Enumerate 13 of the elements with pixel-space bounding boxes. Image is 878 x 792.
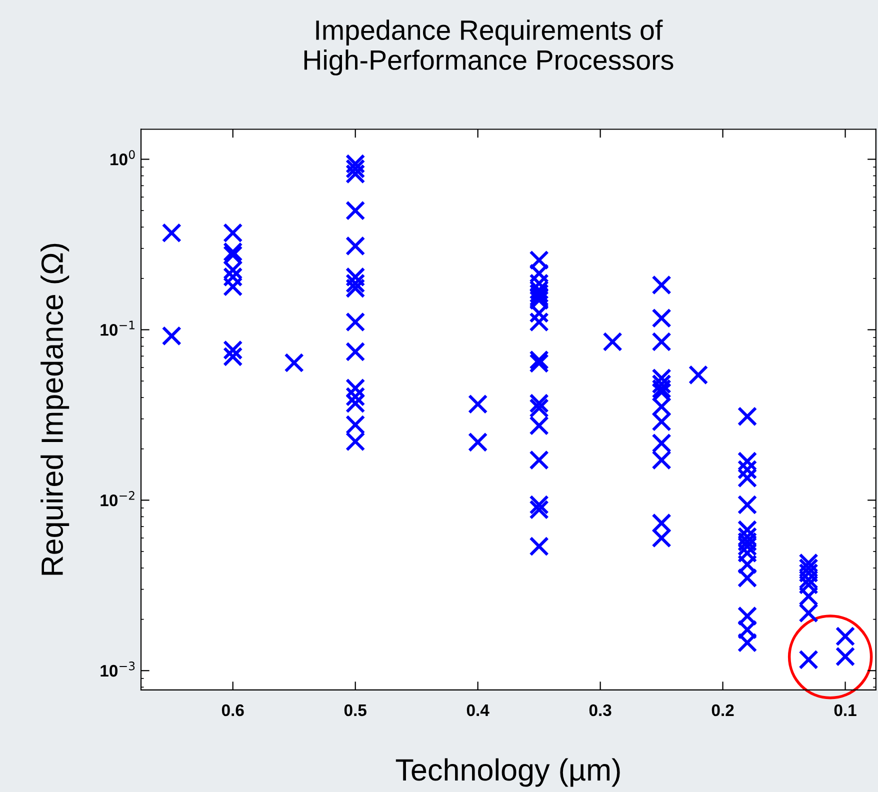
- y-tick-label: 10$^{0}$: [110, 150, 135, 166]
- y-tick-label: 10$^{−2}$: [100, 491, 134, 506]
- x-tick-label: 0.2: [712, 704, 734, 716]
- x-tick-label: 0.3: [589, 704, 612, 716]
- chart-title: Impedance Requirements of High-Performance Processors: [304, 20, 674, 76]
- x-tick-label: 0.4: [466, 704, 490, 716]
- x-tick-label: 0.6: [222, 704, 244, 716]
- x-tick-label: 0.1: [834, 704, 856, 716]
- y-tick-label: 10$^{−3}$: [100, 662, 135, 677]
- x-axis-title: Technology (µm): [396, 758, 620, 787]
- y-tick-label: 10$^{−1}$: [100, 320, 134, 336]
- x-tick-label: 0.5: [344, 704, 366, 716]
- y-axis-title: Required Impedance (Ω): [40, 244, 70, 575]
